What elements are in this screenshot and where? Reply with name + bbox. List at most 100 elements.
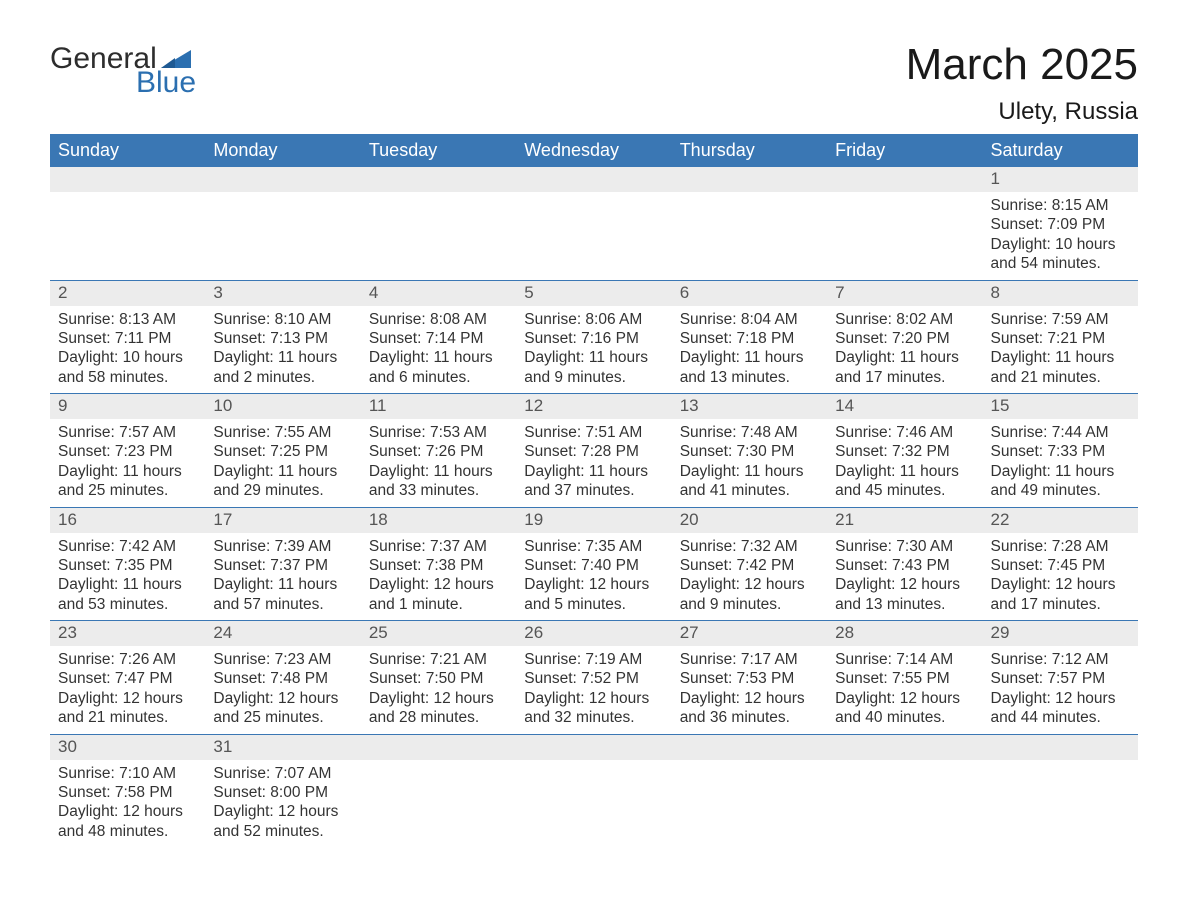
- day-header: Monday: [205, 134, 360, 167]
- sunrise-text: Sunrise: 7:23 AM: [213, 650, 352, 669]
- sunset-text: Sunset: 7:33 PM: [991, 442, 1130, 461]
- sunset-text: Sunset: 7:26 PM: [369, 442, 508, 461]
- day-cell: 7Sunrise: 8:02 AMSunset: 7:20 PMDaylight…: [827, 280, 982, 394]
- day-details: [205, 192, 360, 202]
- day-header: Saturday: [983, 134, 1138, 167]
- day-number: [827, 735, 982, 760]
- day-details: [361, 192, 516, 202]
- sunset-text: Sunset: 7:53 PM: [680, 669, 819, 688]
- calendar-table: SundayMondayTuesdayWednesdayThursdayFrid…: [50, 134, 1138, 847]
- sunset-text: Sunset: 8:00 PM: [213, 783, 352, 802]
- daylight-text: Daylight: 11 hours and 17 minutes.: [835, 348, 974, 387]
- day-cell: [516, 734, 671, 847]
- daylight-text: Daylight: 12 hours and 9 minutes.: [680, 575, 819, 614]
- sunrise-text: Sunrise: 7:39 AM: [213, 537, 352, 556]
- sunset-text: Sunset: 7:32 PM: [835, 442, 974, 461]
- sunrise-text: Sunrise: 7:44 AM: [991, 423, 1130, 442]
- day-cell: 6Sunrise: 8:04 AMSunset: 7:18 PMDaylight…: [672, 280, 827, 394]
- sunset-text: Sunset: 7:23 PM: [58, 442, 197, 461]
- day-number: 2: [50, 281, 205, 306]
- day-header: Thursday: [672, 134, 827, 167]
- day-details: Sunrise: 7:10 AMSunset: 7:58 PMDaylight:…: [50, 760, 205, 848]
- day-details: Sunrise: 7:55 AMSunset: 7:25 PMDaylight:…: [205, 419, 360, 507]
- day-cell: 1Sunrise: 8:15 AMSunset: 7:09 PMDaylight…: [983, 167, 1138, 280]
- sunset-text: Sunset: 7:28 PM: [524, 442, 663, 461]
- day-details: Sunrise: 8:15 AMSunset: 7:09 PMDaylight:…: [983, 192, 1138, 280]
- sunrise-text: Sunrise: 7:35 AM: [524, 537, 663, 556]
- day-number: 4: [361, 281, 516, 306]
- day-details: Sunrise: 7:12 AMSunset: 7:57 PMDaylight:…: [983, 646, 1138, 734]
- day-details: Sunrise: 7:26 AMSunset: 7:47 PMDaylight:…: [50, 646, 205, 734]
- daylight-text: Daylight: 11 hours and 57 minutes.: [213, 575, 352, 614]
- sunrise-text: Sunrise: 7:26 AM: [58, 650, 197, 669]
- week-row: 16Sunrise: 7:42 AMSunset: 7:35 PMDayligh…: [50, 507, 1138, 621]
- day-cell: 24Sunrise: 7:23 AMSunset: 7:48 PMDayligh…: [205, 621, 360, 735]
- day-number: [672, 167, 827, 192]
- day-header: Tuesday: [361, 134, 516, 167]
- brand-logo: General Blue: [50, 44, 196, 98]
- daylight-text: Daylight: 12 hours and 36 minutes.: [680, 689, 819, 728]
- daylight-text: Daylight: 12 hours and 28 minutes.: [369, 689, 508, 728]
- day-cell: 28Sunrise: 7:14 AMSunset: 7:55 PMDayligh…: [827, 621, 982, 735]
- daylight-text: Daylight: 12 hours and 32 minutes.: [524, 689, 663, 728]
- sunset-text: Sunset: 7:25 PM: [213, 442, 352, 461]
- day-cell: [516, 167, 671, 280]
- day-details: Sunrise: 7:23 AMSunset: 7:48 PMDaylight:…: [205, 646, 360, 734]
- day-cell: 2Sunrise: 8:13 AMSunset: 7:11 PMDaylight…: [50, 280, 205, 394]
- day-number: 21: [827, 508, 982, 533]
- day-cell: [50, 167, 205, 280]
- daylight-text: Daylight: 12 hours and 1 minute.: [369, 575, 508, 614]
- sunrise-text: Sunrise: 7:48 AM: [680, 423, 819, 442]
- day-number: 12: [516, 394, 671, 419]
- day-details: [50, 192, 205, 202]
- day-details: [827, 760, 982, 770]
- daylight-text: Daylight: 10 hours and 54 minutes.: [991, 235, 1130, 274]
- day-number: 26: [516, 621, 671, 646]
- daylight-text: Daylight: 11 hours and 33 minutes.: [369, 462, 508, 501]
- daylight-text: Daylight: 12 hours and 5 minutes.: [524, 575, 663, 614]
- sunset-text: Sunset: 7:47 PM: [58, 669, 197, 688]
- day-number: 7: [827, 281, 982, 306]
- sunrise-text: Sunrise: 8:13 AM: [58, 310, 197, 329]
- day-cell: 30Sunrise: 7:10 AMSunset: 7:58 PMDayligh…: [50, 734, 205, 847]
- sunrise-text: Sunrise: 8:08 AM: [369, 310, 508, 329]
- sunset-text: Sunset: 7:58 PM: [58, 783, 197, 802]
- sunrise-text: Sunrise: 7:55 AM: [213, 423, 352, 442]
- sunrise-text: Sunrise: 7:59 AM: [991, 310, 1130, 329]
- daylight-text: Daylight: 11 hours and 41 minutes.: [680, 462, 819, 501]
- day-cell: 14Sunrise: 7:46 AMSunset: 7:32 PMDayligh…: [827, 394, 982, 508]
- day-details: Sunrise: 7:07 AMSunset: 8:00 PMDaylight:…: [205, 760, 360, 848]
- day-cell: 13Sunrise: 7:48 AMSunset: 7:30 PMDayligh…: [672, 394, 827, 508]
- sunrise-text: Sunrise: 8:02 AM: [835, 310, 974, 329]
- day-header: Sunday: [50, 134, 205, 167]
- daylight-text: Daylight: 11 hours and 45 minutes.: [835, 462, 974, 501]
- day-number: [361, 735, 516, 760]
- day-details: [983, 760, 1138, 770]
- daylight-text: Daylight: 11 hours and 6 minutes.: [369, 348, 508, 387]
- daylight-text: Daylight: 12 hours and 48 minutes.: [58, 802, 197, 841]
- daylight-text: Daylight: 11 hours and 9 minutes.: [524, 348, 663, 387]
- sunrise-text: Sunrise: 8:15 AM: [991, 196, 1130, 215]
- sunset-text: Sunset: 7:18 PM: [680, 329, 819, 348]
- daylight-text: Daylight: 11 hours and 29 minutes.: [213, 462, 352, 501]
- sunrise-text: Sunrise: 7:14 AM: [835, 650, 974, 669]
- daylight-text: Daylight: 11 hours and 37 minutes.: [524, 462, 663, 501]
- day-details: Sunrise: 7:28 AMSunset: 7:45 PMDaylight:…: [983, 533, 1138, 621]
- day-cell: [205, 167, 360, 280]
- sunset-text: Sunset: 7:52 PM: [524, 669, 663, 688]
- day-cell: 17Sunrise: 7:39 AMSunset: 7:37 PMDayligh…: [205, 507, 360, 621]
- sunset-text: Sunset: 7:14 PM: [369, 329, 508, 348]
- sunrise-text: Sunrise: 7:46 AM: [835, 423, 974, 442]
- day-number: 5: [516, 281, 671, 306]
- day-number: 17: [205, 508, 360, 533]
- sunrise-text: Sunrise: 7:10 AM: [58, 764, 197, 783]
- day-number: 13: [672, 394, 827, 419]
- sunset-text: Sunset: 7:48 PM: [213, 669, 352, 688]
- location-label: Ulety, Russia: [906, 98, 1138, 126]
- sunrise-text: Sunrise: 7:42 AM: [58, 537, 197, 556]
- day-cell: 31Sunrise: 7:07 AMSunset: 8:00 PMDayligh…: [205, 734, 360, 847]
- day-number: 29: [983, 621, 1138, 646]
- week-row: 2Sunrise: 8:13 AMSunset: 7:11 PMDaylight…: [50, 280, 1138, 394]
- day-cell: 20Sunrise: 7:32 AMSunset: 7:42 PMDayligh…: [672, 507, 827, 621]
- sunset-text: Sunset: 7:42 PM: [680, 556, 819, 575]
